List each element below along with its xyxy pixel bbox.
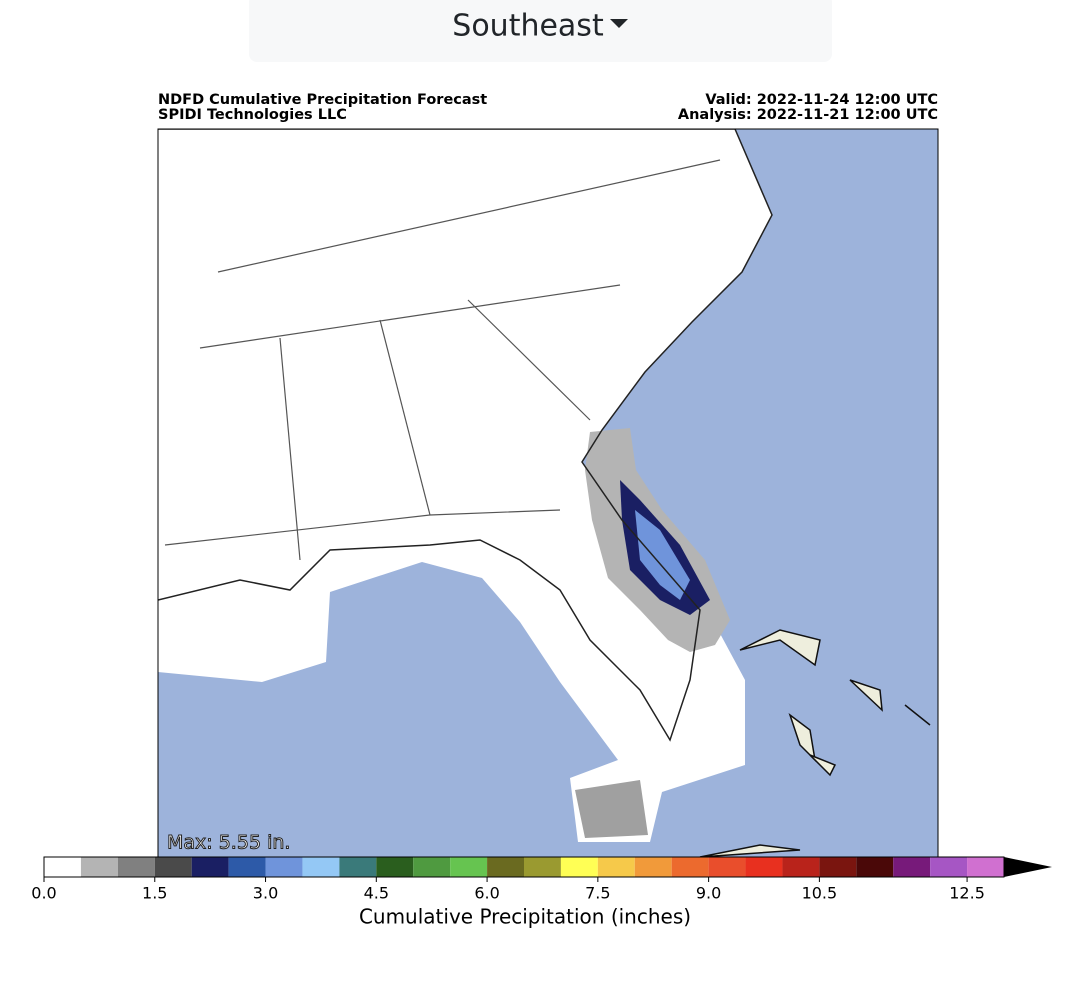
region-dropdown[interactable]: Southeast (249, 0, 832, 62)
colorbar-segment (413, 857, 451, 877)
dropdown-caret[interactable] (610, 19, 628, 28)
colorbar-segment (893, 857, 931, 877)
max-label: Max: 5.55 in. (167, 832, 290, 854)
colorbar-segment (339, 857, 377, 877)
land (158, 129, 772, 842)
colorbar-segment (634, 857, 672, 877)
colorbar-segment (930, 857, 968, 877)
map: Max: 5.55 in. (157, 128, 939, 858)
colorbar-segment (154, 857, 192, 877)
colorbar-segment (708, 857, 746, 877)
state-lines (164, 159, 721, 561)
colorbar-tick-label: 3.0 (253, 884, 278, 903)
colorbar-tick-label: 9.0 (696, 884, 721, 903)
colorbar-segment (191, 857, 229, 877)
bahamas (699, 629, 931, 857)
colorbar-segment (856, 857, 894, 877)
coastline (158, 129, 773, 742)
colorbar-tick-label: 7.5 (585, 884, 610, 903)
colorbar-segment (524, 857, 561, 877)
colorbar-frame (43, 856, 1005, 878)
colorbar-tick-label: 0.0 (31, 884, 56, 903)
colorbar-segment (228, 857, 266, 877)
colorbar-segment (376, 857, 414, 877)
colorbar-extend (1004, 857, 1052, 877)
dropdown-box[interactable] (249, 0, 832, 62)
precip-core (635, 510, 690, 600)
colorbar-segment (745, 857, 783, 877)
colorbar-segment (450, 857, 488, 877)
colorbar-segment (265, 857, 303, 877)
valid-time: Valid: 2022-11-24 12:00 UTC (705, 92, 938, 108)
colorbar-segment (302, 857, 340, 877)
map-subtitle: SPIDI Technologies LLC (158, 107, 347, 123)
analysis-time: Analysis: 2022-11-21 12:00 UTC (678, 107, 938, 123)
colorbar-label: Cumulative Precipitation (inches) (359, 905, 691, 929)
colorbar-segment (117, 857, 155, 877)
colorbar: 0.0 1.5 3.0 4.5 6.0 7.5 9.0 10.5 12.5 (31, 856, 1052, 903)
colorbar-segment (671, 857, 709, 877)
colorbar-segment (819, 857, 857, 877)
colorbar-segment (967, 857, 1004, 877)
colorbar-segment (782, 857, 820, 877)
colorbar-segment (560, 857, 598, 877)
colorbar-segment (80, 857, 118, 877)
colorbar-segment (597, 857, 635, 877)
colorbar-tick-label: 6.0 (474, 884, 499, 903)
colorbar-tick-label: 10.5 (802, 884, 838, 903)
colorbar-segment (44, 857, 81, 877)
colorbar-tick-label: 4.5 (364, 884, 389, 903)
map-title: NDFD Cumulative Precipitation Forecast (158, 92, 487, 108)
colorbar-tick-label: 12.5 (949, 884, 985, 903)
colorbar-segment (487, 857, 524, 877)
dropdown-label[interactable]: Southeast (452, 9, 604, 44)
colorbar-tick-label: 1.5 (142, 884, 167, 903)
precip-keys (575, 780, 648, 838)
